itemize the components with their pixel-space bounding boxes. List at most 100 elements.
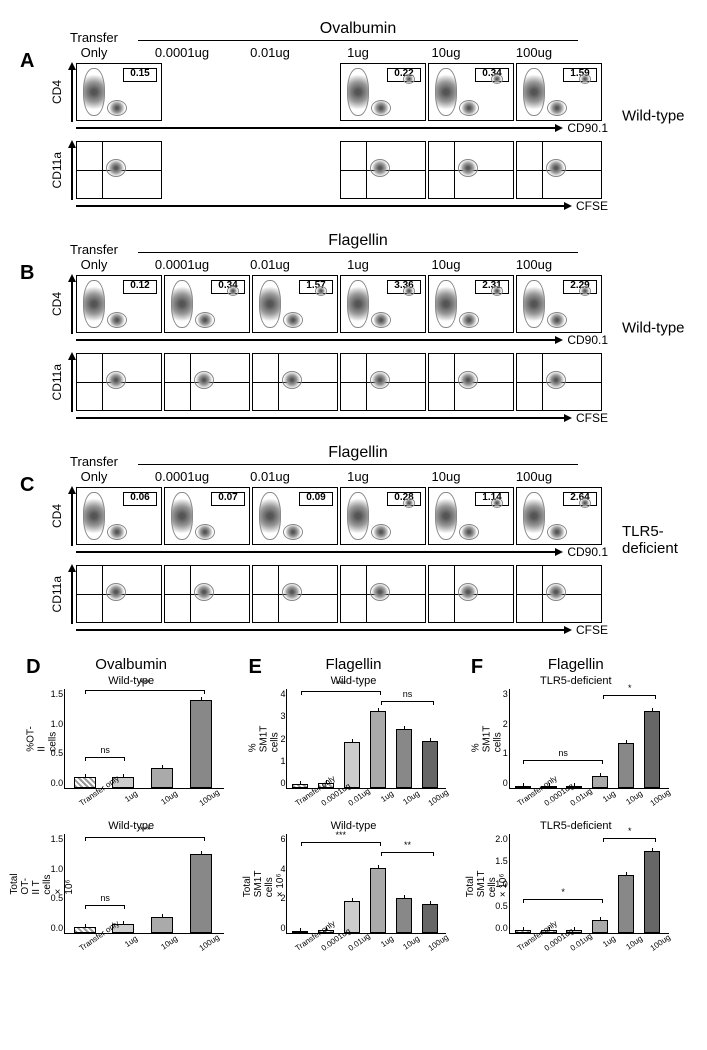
x-tick-labels: Transfer only0.0001ug0.01ug1ug10ug100ug — [509, 934, 669, 943]
gate-value: 0.09 — [299, 492, 333, 506]
transfer-only-label: Transfer Only — [50, 455, 138, 484]
panel-letter: E — [248, 656, 261, 679]
facs-plot: 0.22 — [340, 63, 426, 121]
bar — [292, 784, 308, 788]
x-axis-arrow: CFSE — [76, 624, 608, 636]
facs-plots — [76, 353, 604, 411]
facs-plots: 0.120.341.573.362.312.29 — [76, 275, 604, 333]
x-axis-arrow: CD90.1 — [76, 334, 608, 346]
bar — [618, 875, 634, 933]
facs-plot — [516, 565, 602, 623]
facs-plot — [164, 63, 250, 121]
significance-bracket: *** — [85, 690, 205, 694]
bar — [618, 743, 634, 788]
bar — [151, 917, 173, 933]
dose-label: 0.0001ug — [138, 45, 226, 60]
significance-bracket: *** — [85, 837, 205, 841]
bar — [396, 898, 412, 933]
antigen-title: Flagellin — [138, 444, 578, 462]
gate-value: 0.12 — [123, 280, 157, 294]
facs-plots — [76, 565, 604, 623]
panel-letter: D — [26, 656, 40, 679]
facs-plot — [252, 63, 338, 121]
barchart-title: Ovalbumin — [26, 656, 236, 673]
x-axis-arrow: CFSE — [76, 200, 608, 212]
facs-plot: 1.59 — [516, 63, 602, 121]
y-axis-label: CD4 — [50, 80, 68, 104]
barchart-wrap: % SM1T cells3210ns* — [471, 689, 681, 789]
y-ticks: 3210 — [484, 689, 508, 788]
y-axis-label: CD4 — [50, 504, 68, 528]
bar — [74, 777, 96, 788]
facs-plot: 0.09 — [252, 487, 338, 545]
facs-plot: 0.34 — [428, 63, 514, 121]
gate-value: 0.15 — [123, 68, 157, 82]
y-ticks: 43210 — [261, 689, 285, 788]
barchart: 1.51.00.50.0ns*** — [64, 834, 224, 934]
significance-bracket: ns — [381, 701, 434, 705]
y-axis-label: CD11a — [50, 152, 68, 188]
barchart: 1.51.00.50.0ns*** — [64, 689, 224, 789]
y-axis-arrow — [68, 486, 76, 546]
facs-row-row2: CD11a — [50, 140, 687, 200]
y-axis-arrow — [68, 352, 76, 412]
dose-row: 0.0001ug0.01ug1ug10ug100ug — [138, 257, 687, 272]
facs-plot — [164, 353, 250, 411]
facs-plot — [76, 565, 162, 623]
x-tick-labels: Transfer only0.0001ug0.01ug1ug10ug100ug — [286, 934, 446, 943]
barchart-wrap: Total SM1T cells × 10⁶6420***** — [248, 834, 458, 934]
header-underline — [138, 252, 578, 253]
bar — [515, 786, 531, 788]
facs-plot — [428, 353, 514, 411]
panel-B: BTransfer OnlyFlagellin0.0001ug0.01ug1ug… — [20, 232, 687, 424]
panel-letter: F — [471, 656, 483, 679]
facs-plots — [76, 141, 604, 199]
significance-bracket: *** — [301, 842, 381, 846]
bar — [190, 700, 212, 788]
transfer-only-label: Transfer Only — [50, 31, 138, 60]
facs-plot — [340, 353, 426, 411]
x-axis-label: CFSE — [576, 411, 608, 425]
facs-plot — [164, 141, 250, 199]
y-axis-label: CD11a — [50, 364, 68, 400]
facs-row-row1: CD40.120.341.573.362.312.29 — [50, 274, 687, 334]
bar — [422, 741, 438, 788]
dose-row: 0.0001ug0.01ug1ug10ug100ug — [138, 45, 687, 60]
significance-bracket: *** — [301, 691, 381, 695]
antigen-title: Flagellin — [138, 232, 578, 250]
barchart-wrap: Total SM1T cells × 10⁶2.01.51.00.50.0** — [471, 834, 681, 934]
facs-plot — [340, 141, 426, 199]
facs-plot: 0.28 — [340, 487, 426, 545]
x-tick-labels: Transfer only0.0001ug0.01ug1ug10ug100ug — [509, 789, 669, 798]
significance-bracket: ns — [85, 905, 125, 909]
barchart-subtitle: TLR5-deficient — [471, 675, 681, 687]
bar — [74, 927, 96, 933]
facs-plot — [516, 141, 602, 199]
header-underline — [138, 40, 578, 41]
bar — [644, 851, 660, 933]
significance-bracket: * — [603, 695, 656, 699]
facs-plot — [516, 353, 602, 411]
barchart-subtitle: Wild-type — [248, 675, 458, 687]
barchart: 43210***ns — [286, 689, 446, 789]
panel-letter: A — [20, 50, 34, 73]
bar — [292, 931, 308, 933]
bar — [592, 776, 608, 788]
facs-plot — [252, 141, 338, 199]
facs-plot: 3.36 — [340, 275, 426, 333]
facs-plot — [252, 353, 338, 411]
dose-label: 100ug — [490, 469, 578, 484]
panel-C: CTransfer OnlyFlagellin0.0001ug0.01ug1ug… — [20, 444, 687, 636]
facs-plot: 0.34 — [164, 275, 250, 333]
barchart: 3210ns* — [509, 689, 669, 789]
x-axis-label: CFSE — [576, 199, 608, 213]
panel-A: ATransfer OnlyOvalbumin0.0001ug0.01ug1ug… — [20, 20, 687, 212]
barchart-subtitle: TLR5-deficient — [471, 820, 681, 832]
bar — [151, 768, 173, 788]
facs-plot — [428, 141, 514, 199]
facs-plots: 0.15 0.220.341.59 — [76, 63, 604, 121]
dose-label: 0.0001ug — [138, 257, 226, 272]
dose-label: 0.01ug — [226, 257, 314, 272]
significance-bracket: ns — [523, 760, 603, 764]
antigen-header-group: Flagellin 0.0001ug0.01ug1ug10ug100ug — [138, 232, 687, 272]
